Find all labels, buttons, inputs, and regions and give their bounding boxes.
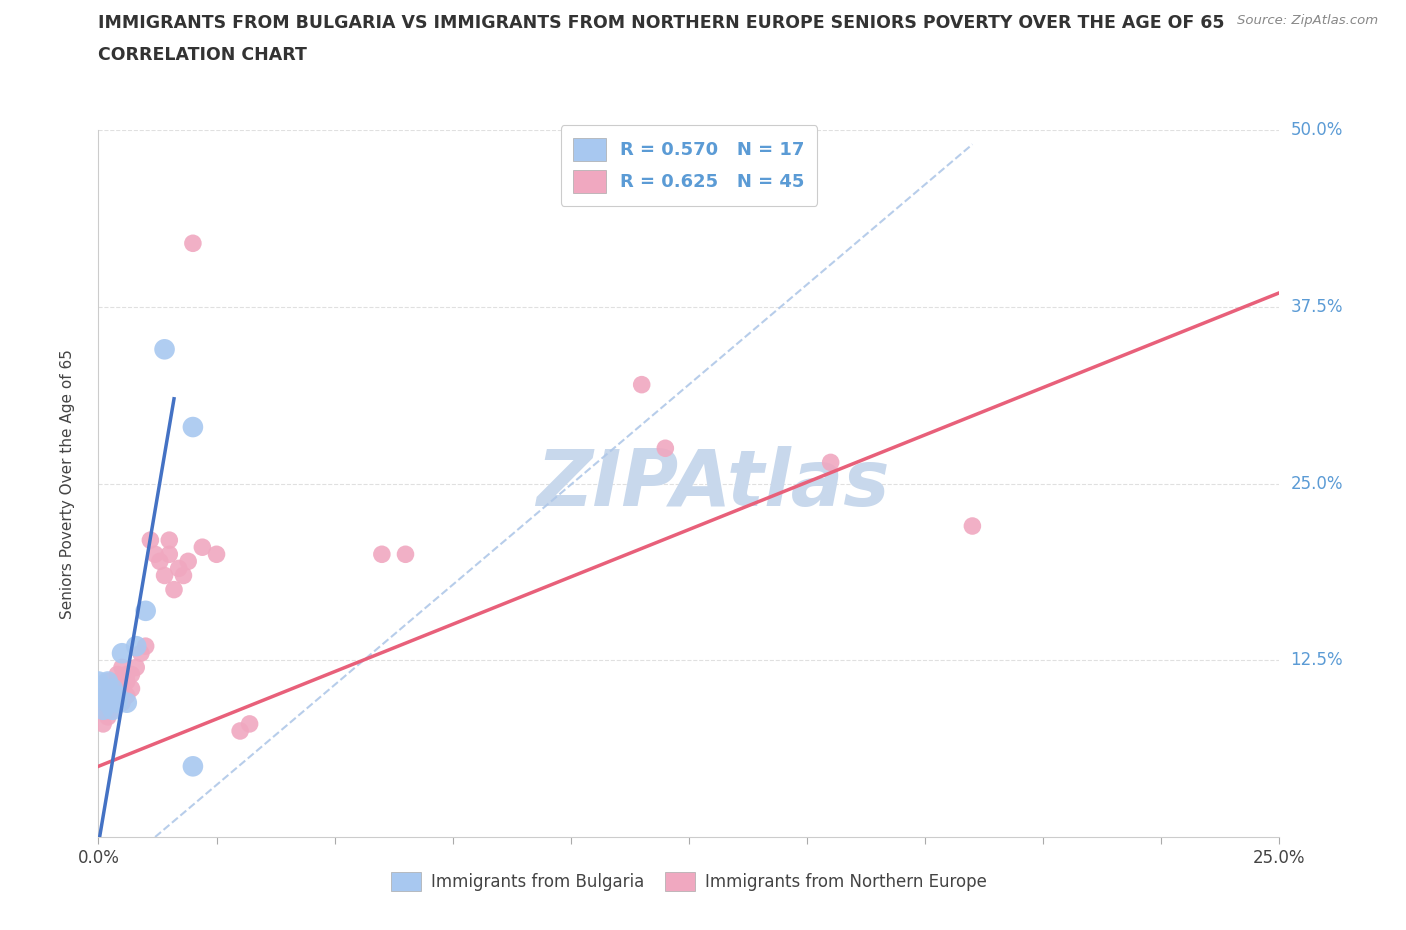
Point — [105, 674, 128, 689]
Text: 50.0%: 50.0% — [1291, 121, 1343, 140]
Point — [111, 674, 134, 689]
Point — [105, 688, 128, 703]
Point — [229, 724, 252, 738]
Point — [101, 681, 124, 696]
Point — [111, 696, 134, 711]
Point — [91, 696, 114, 711]
Point — [205, 547, 228, 562]
Text: Source: ZipAtlas.com: Source: ZipAtlas.com — [1237, 14, 1378, 27]
Text: IMMIGRANTS FROM BULGARIA VS IMMIGRANTS FROM NORTHERN EUROPE SENIORS POVERTY OVER: IMMIGRANTS FROM BULGARIA VS IMMIGRANTS F… — [98, 14, 1225, 32]
Point — [239, 716, 262, 731]
Point — [111, 645, 134, 660]
Point — [105, 667, 128, 682]
Point — [105, 688, 128, 703]
Point — [630, 378, 652, 392]
Point — [97, 696, 120, 711]
Point — [167, 561, 190, 576]
Point — [394, 547, 416, 562]
Point — [135, 639, 157, 654]
Point — [87, 681, 110, 696]
Point — [153, 568, 176, 583]
Point — [143, 547, 166, 562]
Point — [163, 582, 186, 597]
Point — [181, 419, 204, 434]
Point — [129, 645, 152, 660]
Point — [115, 667, 138, 682]
Point — [181, 759, 204, 774]
Point — [820, 455, 842, 470]
Point — [87, 674, 110, 689]
Point — [111, 660, 134, 675]
Point — [153, 342, 176, 357]
Text: ZIPAtlas: ZIPAtlas — [536, 445, 890, 522]
Point — [97, 688, 120, 703]
Point — [97, 674, 120, 689]
Legend: Immigrants from Bulgaria, Immigrants from Northern Europe: Immigrants from Bulgaria, Immigrants fro… — [382, 863, 995, 899]
Point — [115, 696, 138, 711]
Point — [157, 533, 180, 548]
Point — [157, 547, 180, 562]
Point — [654, 441, 676, 456]
Point — [91, 688, 114, 703]
Point — [101, 681, 124, 696]
Point — [139, 533, 162, 548]
Point — [962, 519, 984, 534]
Text: CORRELATION CHART: CORRELATION CHART — [98, 46, 308, 64]
Point — [91, 702, 114, 717]
Y-axis label: Seniors Poverty Over the Age of 65: Seniors Poverty Over the Age of 65 — [60, 349, 75, 618]
Point — [105, 696, 128, 711]
Point — [115, 688, 138, 703]
Point — [101, 702, 124, 717]
Text: 25.0%: 25.0% — [1291, 474, 1343, 493]
Point — [97, 710, 120, 724]
Point — [191, 539, 214, 554]
Point — [87, 702, 110, 717]
Point — [101, 702, 124, 717]
Text: 37.5%: 37.5% — [1291, 298, 1343, 316]
Point — [121, 681, 143, 696]
Point — [371, 547, 394, 562]
Point — [101, 696, 124, 711]
Point — [97, 674, 120, 689]
Point — [115, 674, 138, 689]
Point — [135, 604, 157, 618]
Point — [177, 554, 200, 569]
Point — [125, 639, 148, 654]
Point — [172, 568, 194, 583]
Point — [91, 688, 114, 703]
Point — [91, 716, 114, 731]
Point — [125, 660, 148, 675]
Text: 12.5%: 12.5% — [1291, 651, 1343, 670]
Point — [149, 554, 172, 569]
Point — [121, 667, 143, 682]
Point — [181, 236, 204, 251]
